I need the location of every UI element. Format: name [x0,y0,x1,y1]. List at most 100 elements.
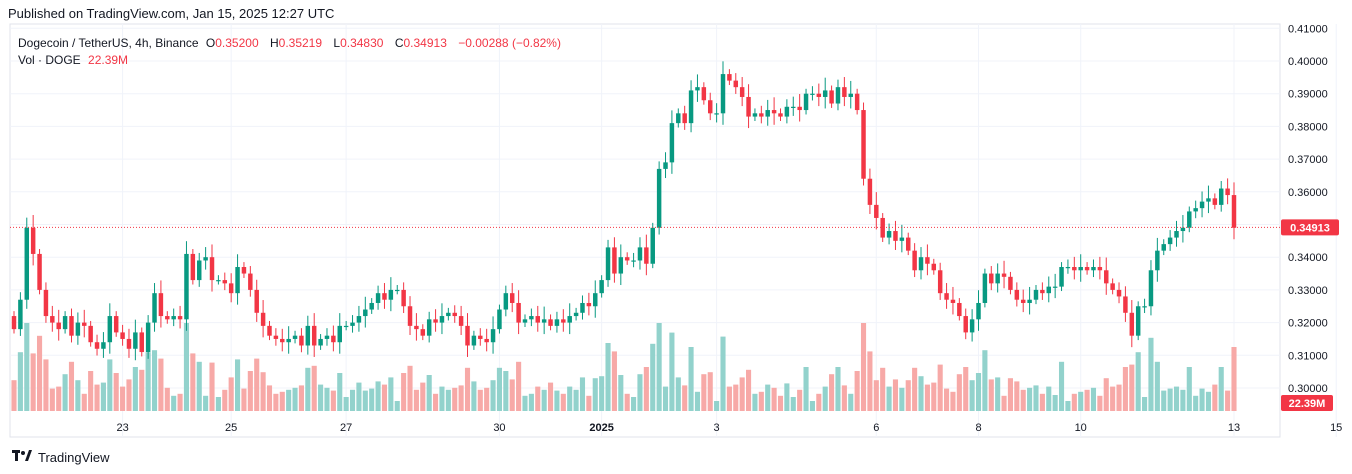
volume-bar [30,353,36,411]
candle-body [861,110,866,179]
volume-bar [401,373,407,411]
volume-bar [452,387,458,411]
volume-bar [835,367,841,411]
candle-body [407,306,413,326]
volume-bar [694,391,701,411]
candle-body [1097,267,1103,271]
candle-body [886,231,892,238]
volume-bar [637,374,643,411]
candle-body [1199,201,1205,209]
volume-bar [228,377,234,411]
candle-body [1072,267,1077,271]
candle-body [490,329,496,343]
volume-bar [662,386,669,411]
candle-body [497,309,502,330]
volume-bar [362,390,368,411]
candle-body [120,332,125,339]
volume-bar [963,367,969,411]
candle-body [816,93,822,97]
close-label: C [394,36,404,50]
volume-bar [950,391,956,411]
low-label: L [333,36,341,50]
x-tick-label: 15 [1330,422,1342,434]
candle-body [739,87,745,97]
volume-bar [1020,389,1026,411]
volume-label[interactable]: Vol · DOGE [18,53,81,67]
volume-bar [337,373,343,411]
candle-body [101,342,106,349]
volume-bar [1110,386,1116,411]
volume-bar [215,397,221,411]
volume-bar [586,395,592,411]
volume-bar [988,379,994,411]
volume-bar [203,395,209,411]
x-tick-label: 6 [873,422,879,434]
last-price-badge-bg [1281,219,1339,236]
candle-body [599,280,604,294]
volume-bar [1173,386,1180,411]
candle-body [235,267,240,294]
candle-body [797,106,802,111]
candle-body [637,247,643,261]
volume-bar [714,401,720,411]
candle-body [656,168,662,228]
tradingview-logo-icon [12,449,32,465]
ohlc-legend: Dogecoin / TetherUS, 4h, Binance O0.3520… [18,36,565,50]
candle-body [899,237,905,241]
tradingview-logo[interactable]: TradingView [12,449,110,465]
volume-bar [829,374,835,411]
volume-bar [937,364,943,411]
y-tick-label: 0.36000 [1288,187,1328,199]
candle-body [1116,289,1122,297]
volume-bar [62,374,68,411]
volume-bar [1122,367,1128,411]
candle-body [612,247,617,274]
close-value: 0.34913 [403,36,447,50]
volume-bar [464,367,471,411]
candle-body [701,87,707,101]
candle-body [880,217,885,238]
candle-body [1129,312,1135,336]
volume-bar [797,389,803,411]
volume-bar [298,385,304,411]
volume-bar [413,389,419,411]
candle-body [593,293,598,307]
volume-bar [739,377,745,411]
volume-bar [343,397,349,411]
candle-body [989,273,994,284]
volume-bar [841,385,847,411]
candle-body [580,302,585,313]
volume-bar [139,369,145,411]
volume-bar [650,343,656,411]
candle-body [912,250,917,271]
volume-bar [273,393,279,411]
volume-bar [471,381,477,411]
candle-body [18,299,23,330]
candle-body [465,325,470,346]
candle-body [624,257,630,261]
volume-bar [1135,352,1141,411]
candle-body [1212,198,1218,205]
candle-body [1001,273,1007,277]
volume-bar [375,381,381,411]
candle-body [522,319,528,323]
candle-body [835,87,841,104]
symbol-title[interactable]: Dogecoin / TetherUS, 4h, Binance [18,36,199,50]
candle-body [554,319,560,326]
volume-bar [49,388,55,411]
volume-bar [547,382,554,411]
candle-body [663,162,668,169]
candle-body [1084,267,1090,271]
volume-bar [975,373,982,411]
candle-body [197,260,202,281]
candle-body [509,293,515,303]
candle-body [1174,231,1179,238]
volume-bar [503,371,509,411]
candle-body [395,289,400,292]
volume-bar [292,387,298,411]
volume-bar [439,386,445,411]
candle-body [848,93,853,97]
volume-bar [707,372,713,411]
candle-body [791,106,796,108]
